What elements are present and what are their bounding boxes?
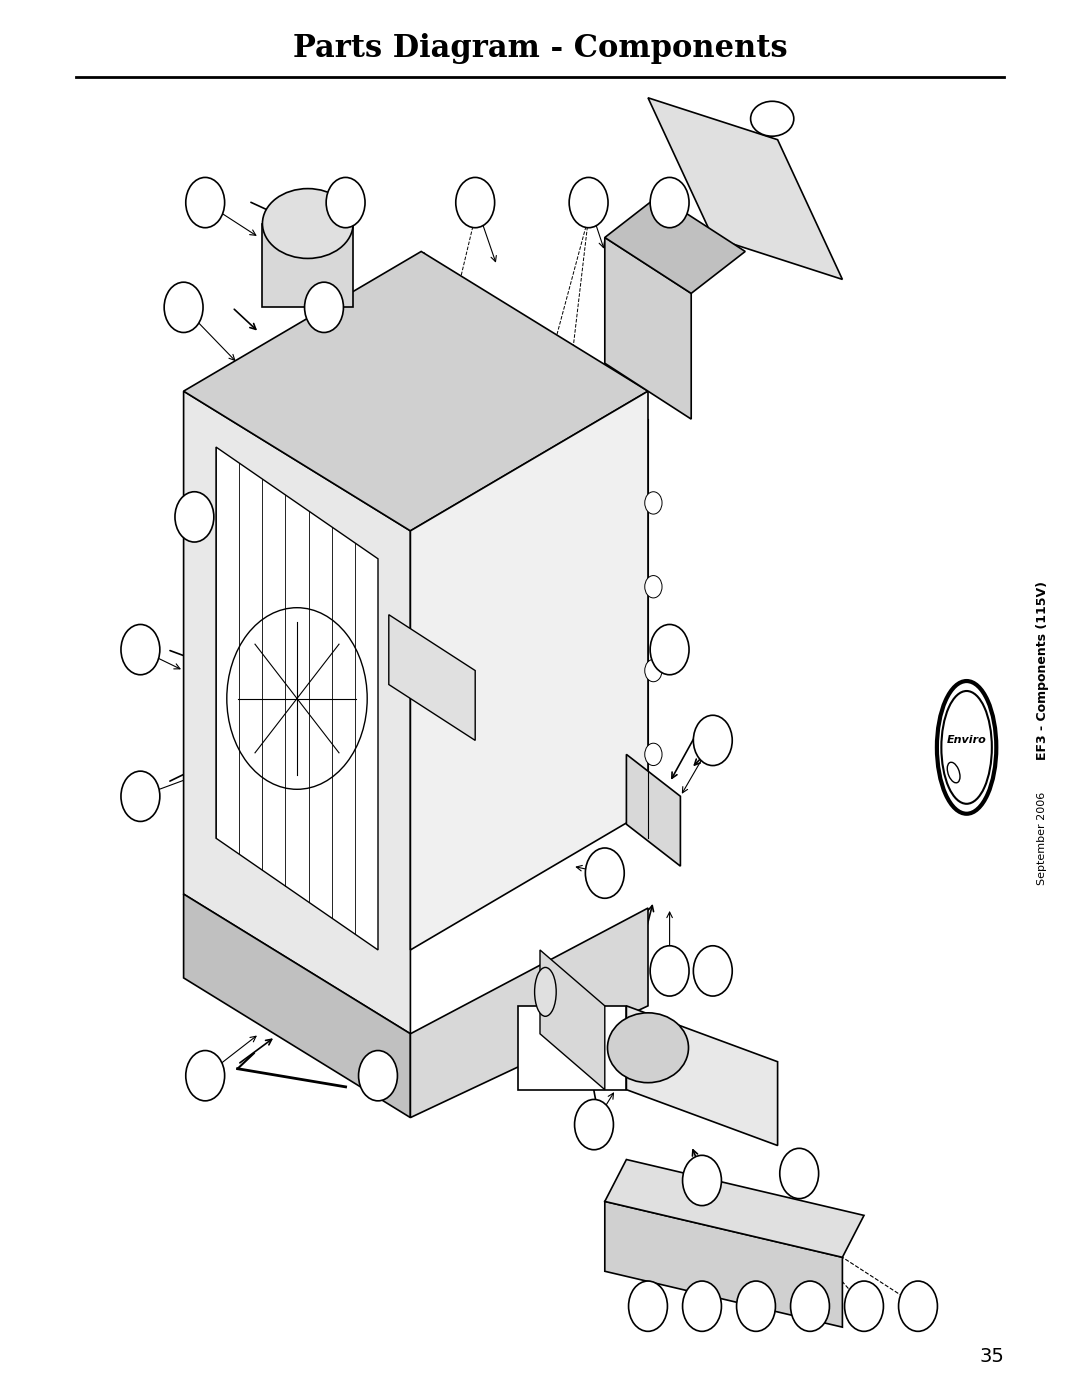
Polygon shape: [184, 251, 648, 531]
Polygon shape: [605, 1201, 842, 1327]
Circle shape: [585, 848, 624, 898]
Circle shape: [645, 743, 662, 766]
Polygon shape: [184, 894, 410, 1118]
Circle shape: [645, 576, 662, 598]
Circle shape: [569, 177, 608, 228]
Circle shape: [650, 177, 689, 228]
Polygon shape: [648, 98, 842, 279]
Polygon shape: [184, 391, 410, 1034]
Circle shape: [683, 1155, 721, 1206]
Polygon shape: [605, 1160, 864, 1257]
Circle shape: [645, 492, 662, 514]
Circle shape: [693, 946, 732, 996]
Ellipse shape: [751, 101, 794, 137]
Ellipse shape: [535, 967, 556, 1017]
Circle shape: [326, 177, 365, 228]
Polygon shape: [216, 447, 378, 950]
Polygon shape: [605, 237, 691, 419]
Text: Enviro: Enviro: [947, 735, 986, 746]
Circle shape: [175, 492, 214, 542]
Polygon shape: [626, 1006, 778, 1146]
Circle shape: [645, 659, 662, 682]
Circle shape: [186, 177, 225, 228]
Circle shape: [737, 1281, 775, 1331]
Polygon shape: [410, 391, 648, 950]
Ellipse shape: [262, 189, 353, 258]
Circle shape: [121, 771, 160, 821]
Text: Parts Diagram - Components: Parts Diagram - Components: [293, 34, 787, 64]
Polygon shape: [262, 224, 353, 307]
Circle shape: [791, 1281, 829, 1331]
Circle shape: [305, 282, 343, 332]
Circle shape: [899, 1281, 937, 1331]
Text: EF3 - Components (115V): EF3 - Components (115V): [1036, 581, 1049, 760]
Circle shape: [186, 1051, 225, 1101]
Circle shape: [845, 1281, 883, 1331]
Circle shape: [164, 282, 203, 332]
Polygon shape: [605, 196, 745, 293]
Text: September 2006: September 2006: [1037, 792, 1048, 884]
Polygon shape: [540, 950, 605, 1090]
Circle shape: [121, 624, 160, 675]
Circle shape: [650, 624, 689, 675]
Polygon shape: [518, 1006, 626, 1090]
Circle shape: [359, 1051, 397, 1101]
Polygon shape: [389, 615, 475, 740]
Circle shape: [629, 1281, 667, 1331]
Circle shape: [650, 946, 689, 996]
Circle shape: [693, 715, 732, 766]
Circle shape: [683, 1281, 721, 1331]
Ellipse shape: [607, 1013, 689, 1083]
Text: 35: 35: [980, 1347, 1004, 1366]
Circle shape: [780, 1148, 819, 1199]
Circle shape: [456, 177, 495, 228]
Circle shape: [575, 1099, 613, 1150]
Polygon shape: [626, 754, 680, 866]
Polygon shape: [410, 908, 648, 1118]
